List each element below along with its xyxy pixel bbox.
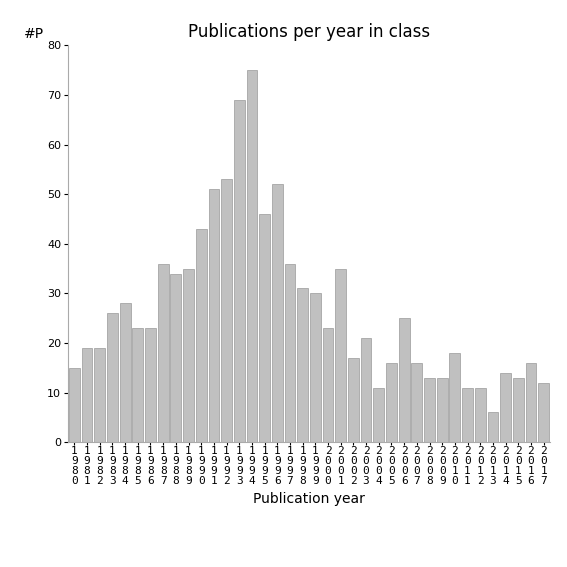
- Y-axis label: #P: #P: [24, 27, 44, 41]
- Bar: [183, 269, 194, 442]
- Bar: [259, 214, 270, 442]
- Bar: [145, 328, 156, 442]
- Bar: [247, 70, 257, 442]
- Bar: [526, 363, 536, 442]
- Bar: [158, 264, 168, 442]
- Bar: [69, 368, 80, 442]
- Bar: [310, 294, 321, 442]
- X-axis label: Publication year: Publication year: [253, 492, 365, 506]
- Bar: [500, 373, 511, 442]
- Bar: [323, 328, 333, 442]
- Bar: [437, 378, 447, 442]
- Bar: [107, 313, 118, 442]
- Bar: [221, 179, 232, 442]
- Bar: [82, 348, 92, 442]
- Bar: [285, 264, 295, 442]
- Bar: [374, 388, 384, 442]
- Bar: [386, 363, 397, 442]
- Bar: [462, 388, 473, 442]
- Bar: [424, 378, 435, 442]
- Bar: [171, 274, 181, 442]
- Bar: [133, 328, 143, 442]
- Bar: [335, 269, 346, 442]
- Bar: [94, 348, 105, 442]
- Bar: [412, 363, 422, 442]
- Bar: [348, 358, 359, 442]
- Bar: [297, 289, 308, 442]
- Title: Publications per year in class: Publications per year in class: [188, 23, 430, 41]
- Bar: [196, 229, 206, 442]
- Bar: [488, 413, 498, 442]
- Bar: [361, 338, 371, 442]
- Bar: [209, 189, 219, 442]
- Bar: [538, 383, 549, 442]
- Bar: [120, 303, 130, 442]
- Bar: [272, 184, 283, 442]
- Bar: [234, 100, 244, 442]
- Bar: [513, 378, 524, 442]
- Bar: [450, 353, 460, 442]
- Bar: [399, 318, 409, 442]
- Bar: [475, 388, 485, 442]
